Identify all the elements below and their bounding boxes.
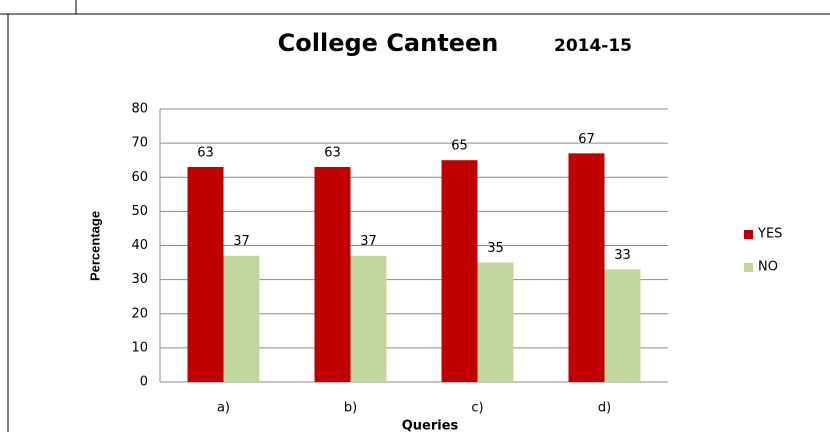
legend-swatch <box>744 263 753 272</box>
legend-swatch <box>744 230 753 239</box>
data-label: 37 <box>233 234 250 249</box>
bar <box>604 269 641 382</box>
y-tick-label: 60 <box>131 170 148 185</box>
legend-label: NO <box>758 260 778 275</box>
data-label: 35 <box>487 241 504 256</box>
x-axis-label: Queries <box>402 419 459 432</box>
bar <box>477 262 514 382</box>
legend-label: YES <box>757 227 782 242</box>
x-tick-label: b) <box>344 401 357 416</box>
bar <box>314 167 351 382</box>
bar <box>568 153 605 382</box>
y-tick-label: 30 <box>131 272 148 287</box>
y-tick-label: 0 <box>140 375 148 390</box>
data-label: 67 <box>578 132 595 147</box>
data-label: 37 <box>360 234 377 249</box>
y-tick-label: 20 <box>131 306 148 321</box>
y-tick-label: 10 <box>131 340 148 355</box>
y-tick-label: 40 <box>131 238 148 253</box>
y-tick-label: 50 <box>131 204 148 219</box>
data-label: 65 <box>451 139 468 154</box>
bar <box>441 160 478 382</box>
y-axis-label: Percentage <box>87 211 102 281</box>
chart-subtitle: 2014-15 <box>554 36 632 56</box>
x-tick-label: d) <box>598 401 611 416</box>
y-tick-label: 80 <box>131 102 148 117</box>
bar <box>350 255 387 382</box>
y-tick-label: 70 <box>131 136 148 151</box>
bar <box>223 255 260 382</box>
x-tick-label: a) <box>217 401 230 416</box>
chart-title: College Canteen <box>278 29 499 57</box>
bar <box>187 167 224 382</box>
data-label: 33 <box>614 248 631 263</box>
data-label: 63 <box>197 146 214 161</box>
x-tick-label: c) <box>471 401 483 416</box>
data-label: 63 <box>324 146 341 161</box>
